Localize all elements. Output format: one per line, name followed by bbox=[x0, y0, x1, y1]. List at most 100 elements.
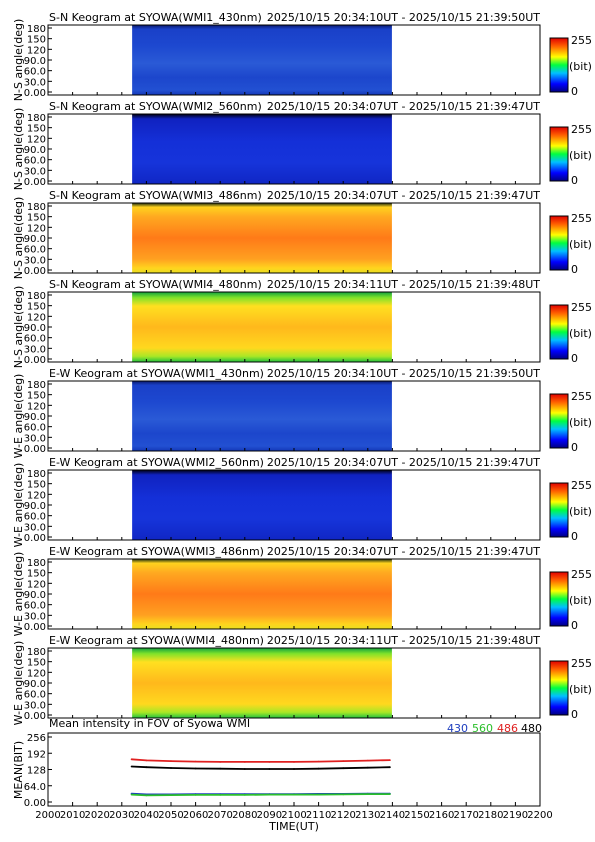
mean-ytick-label: 0.00 bbox=[24, 798, 46, 809]
series-point-480 bbox=[145, 766, 148, 769]
keogram-ytick-label: 90.0 bbox=[24, 590, 46, 601]
keogram-ytick-label: 180 bbox=[27, 113, 46, 124]
colorbar-max-label: 255 bbox=[571, 123, 592, 136]
keogram-ytick-label: 30.0 bbox=[24, 522, 46, 533]
mean-x-ticks: 2000 2010 2020 2030 2040 2050 2060 2070 2080 2090… bbox=[35, 802, 553, 821]
mean-xtick-label: 2110 bbox=[306, 810, 331, 821]
keogram-image bbox=[132, 203, 392, 273]
series-point-480 bbox=[389, 766, 391, 769]
mean-xtick-label: 2020 bbox=[84, 810, 109, 821]
keogram-panel: E-W Keogram at SYOWA(WMI4_480nm) 2025/10/… bbox=[12, 634, 592, 725]
keogram-y-axis-label: W-E angle(deg) bbox=[12, 641, 25, 726]
series-point-486 bbox=[170, 760, 172, 762]
keogram-ytick-label: 90.0 bbox=[24, 234, 46, 245]
keogram-panel: S-N Keogram at SYOWA(WMI4_480nm) 2025/10/… bbox=[12, 278, 592, 368]
keogram-ytick-label: 0.00 bbox=[24, 88, 46, 99]
keogram-ytick-label: 150 bbox=[27, 658, 46, 669]
colorbar-min-label: 0 bbox=[571, 263, 578, 276]
mean-xtick-label: 2200 bbox=[527, 810, 552, 821]
series-point-560 bbox=[243, 794, 246, 796]
colorbar-unit-label: (bit) bbox=[569, 416, 592, 429]
keogram-ytick-label: 150 bbox=[27, 124, 46, 135]
keogram-title: E-W Keogram at SYOWA(WMI3_486nm) bbox=[49, 545, 264, 558]
keogram-ytick-label: 0.00 bbox=[24, 622, 46, 633]
keogram-ytick-label: 60.0 bbox=[24, 690, 46, 701]
keogram-ytick-label: 120 bbox=[27, 579, 46, 590]
mean-panel-title: Mean intensity in FOV of Syowa WMI bbox=[49, 717, 250, 730]
keogram-ytick-label: 30.0 bbox=[24, 433, 46, 444]
keogram-ytick-label: 90.0 bbox=[24, 323, 46, 334]
colorbar bbox=[549, 571, 569, 627]
colorbar-max-label: 255 bbox=[571, 568, 592, 581]
keogram-ytick-label: 120 bbox=[27, 490, 46, 501]
mean-xtick-label: 2170 bbox=[453, 810, 478, 821]
series-point-560 bbox=[293, 793, 295, 796]
series-point-560 bbox=[389, 793, 391, 795]
keogram-image bbox=[132, 648, 392, 718]
colorbar bbox=[549, 660, 569, 716]
legend-560: 560 bbox=[472, 722, 493, 735]
series-point-486 bbox=[268, 761, 271, 763]
keogram-ytick-label: 150 bbox=[27, 302, 46, 313]
mean-xtick-label: 2130 bbox=[355, 810, 380, 821]
keogram-title: S-N Keogram at SYOWA(WMI4_480nm) bbox=[49, 278, 262, 291]
series-point-486 bbox=[130, 758, 133, 761]
keogram-ytick-label: 150 bbox=[27, 35, 46, 46]
colorbar-unit-label: (bit) bbox=[569, 505, 592, 518]
mean-panel-legend: 430 560 486 480 bbox=[447, 722, 542, 735]
keogram-ytick-label: 60.0 bbox=[24, 423, 46, 434]
keogram-time-range: 2025/10/15 20:34:07UT - 2025/10/15 21:39… bbox=[267, 100, 540, 113]
keogram-title: E-W Keogram at SYOWA(WMI2_560nm) bbox=[49, 456, 264, 469]
series-line-486 bbox=[131, 758, 390, 763]
keogram-ytick-label: 180 bbox=[27, 24, 46, 35]
series-point-480 bbox=[342, 767, 345, 770]
keogram-ytick-label: 180 bbox=[27, 202, 46, 213]
keogram-title: S-N Keogram at SYOWA(WMI3_486nm) bbox=[49, 189, 262, 202]
colorbar-min-label: 0 bbox=[571, 619, 578, 632]
mean-ytick-label: 64.0 bbox=[24, 782, 46, 793]
keogram-image bbox=[132, 25, 392, 95]
legend-486: 486 bbox=[497, 722, 518, 735]
series-point-486 bbox=[293, 761, 295, 763]
mean-xtick-label: 2140 bbox=[380, 810, 405, 821]
colorbar-min-label: 0 bbox=[571, 530, 578, 543]
keogram-ytick-label: 0.00 bbox=[24, 355, 46, 366]
keogram-ytick-label: 60.0 bbox=[24, 245, 46, 256]
keogram-ytick-label: 0.00 bbox=[24, 444, 46, 455]
colorbar-max-label: 255 bbox=[571, 657, 592, 670]
keogram-ytick-label: 90.0 bbox=[24, 412, 46, 423]
series-point-480 bbox=[317, 767, 320, 770]
colorbar bbox=[549, 126, 569, 182]
series-point-560 bbox=[268, 793, 271, 796]
keogram-image bbox=[132, 559, 392, 629]
mean-y-ticks: 256 192 128 64.0 0.00 bbox=[24, 733, 52, 809]
series-point-486 bbox=[389, 759, 391, 761]
keogram-ytick-label: 0.00 bbox=[24, 533, 46, 544]
keogram-ytick-label: 60.0 bbox=[24, 512, 46, 523]
colorbar-unit-label: (bit) bbox=[569, 594, 592, 607]
legend-480: 480 bbox=[521, 722, 542, 735]
keogram-time-range: 2025/10/15 20:34:10UT - 2025/10/15 21:39… bbox=[267, 367, 540, 380]
keogram-y-axis-label: N-S angle(deg) bbox=[12, 197, 25, 280]
series-point-480 bbox=[243, 768, 246, 770]
keogram-ytick-label: 30.0 bbox=[24, 700, 46, 711]
mean-xtick-label: 2050 bbox=[158, 810, 183, 821]
keogram-ytick-label: 120 bbox=[27, 668, 46, 679]
keogram-ytick-label: 120 bbox=[27, 223, 46, 234]
keogram-ytick-label: 90.0 bbox=[24, 145, 46, 156]
keogram-ytick-label: 120 bbox=[27, 401, 46, 412]
keogram-ytick-label: 30.0 bbox=[24, 611, 46, 622]
series-point-480 bbox=[130, 765, 133, 768]
colorbar-min-label: 0 bbox=[571, 85, 578, 98]
mean-xtick-label: 2010 bbox=[60, 810, 85, 821]
keogram-image bbox=[132, 470, 392, 540]
colorbar-min-label: 0 bbox=[571, 441, 578, 454]
colorbar bbox=[549, 37, 569, 93]
mean-ytick-label: 128 bbox=[27, 766, 46, 777]
mean-xtick-label: 2060 bbox=[183, 810, 208, 821]
series-point-560 bbox=[130, 793, 133, 796]
keogram-title: E-W Keogram at SYOWA(WMI4_480nm) bbox=[49, 634, 264, 647]
mean-xtick-label: 2100 bbox=[281, 810, 306, 821]
keogram-image bbox=[132, 292, 392, 362]
colorbar-min-label: 0 bbox=[571, 352, 578, 365]
